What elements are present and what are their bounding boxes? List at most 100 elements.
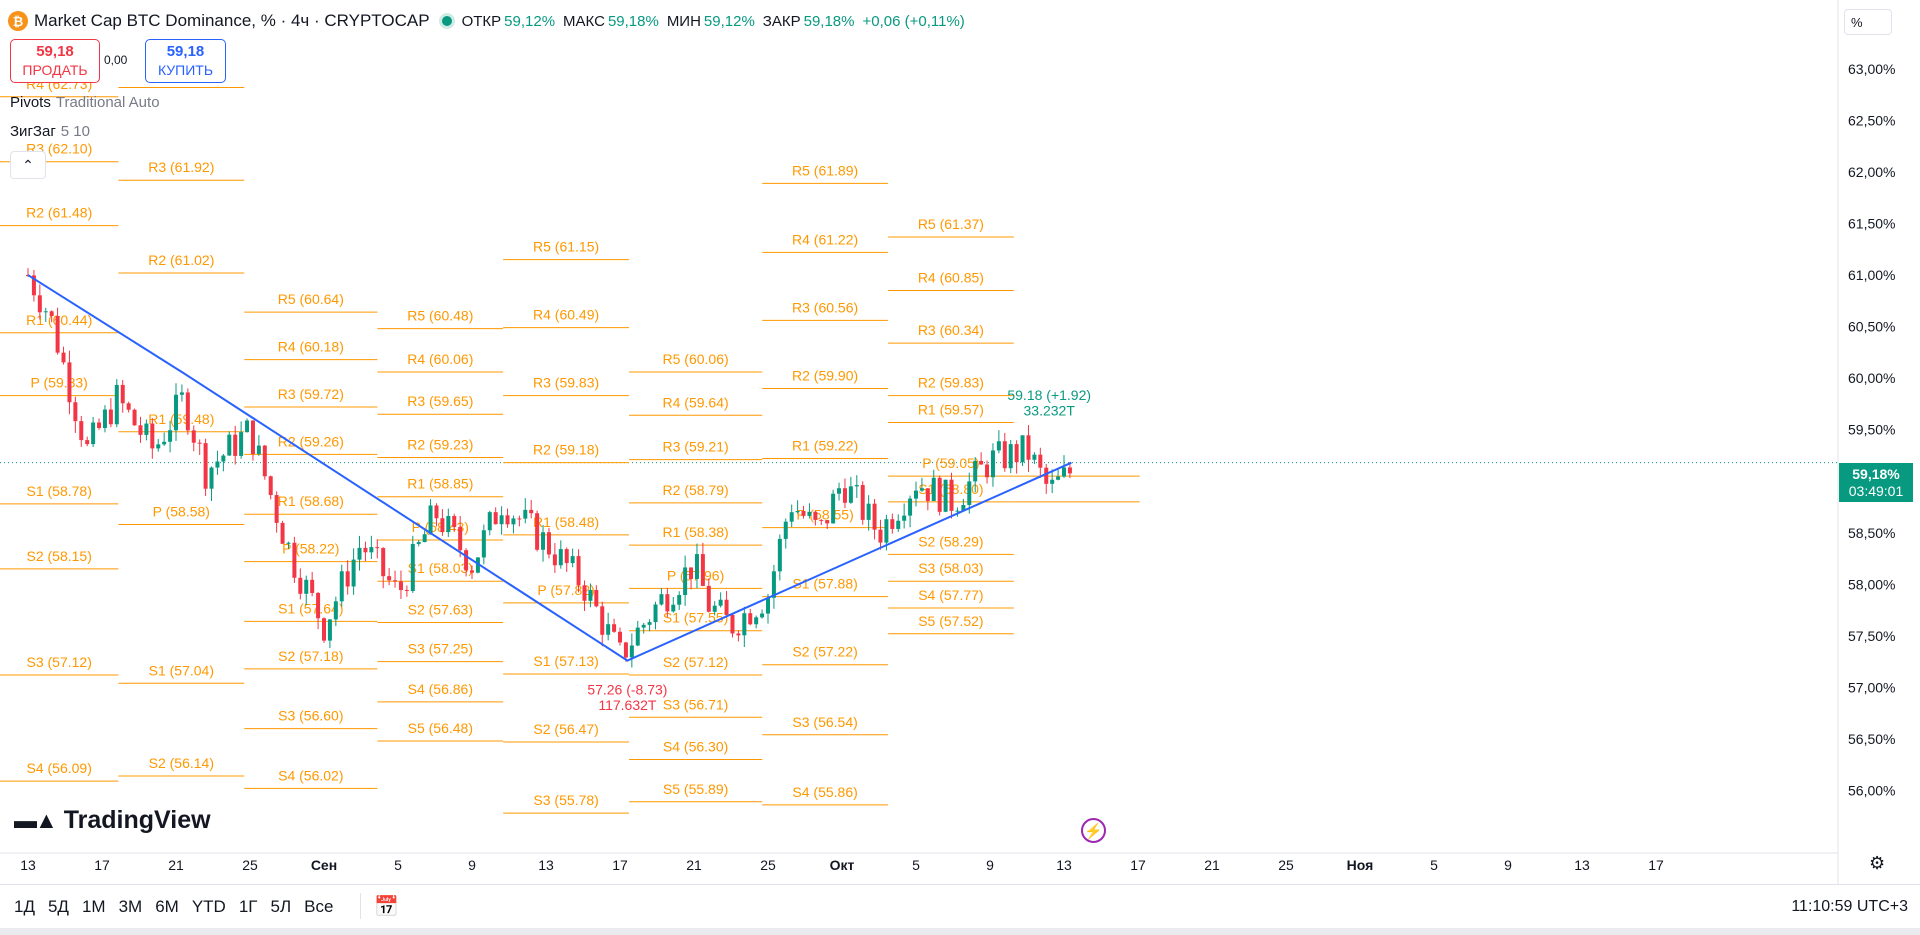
candle-body — [860, 485, 865, 520]
range-all[interactable]: Все — [304, 897, 334, 916]
candle-body — [535, 513, 540, 550]
pivot-level-label: R3 (59.65) — [407, 393, 473, 409]
bar-countdown: 03:49:01 — [1848, 483, 1904, 499]
price-chart[interactable]: 56,00%56,50%57,00%57,50%58,00%58,50%59,0… — [0, 0, 1920, 884]
candle-body — [783, 521, 788, 539]
candle-body — [310, 579, 315, 593]
candle-body — [588, 589, 593, 601]
sell-button[interactable]: 59,18 ПРОДАТЬ — [10, 39, 100, 83]
pivot-level-label: R1 (58.68) — [278, 493, 344, 509]
indicator-zigzag[interactable]: ЗигЗаг 5 10 — [10, 123, 90, 140]
candle-body — [612, 624, 617, 632]
candle-body — [1038, 454, 1043, 468]
pivot-level-label: R2 (59.23) — [407, 437, 473, 453]
scale-mode-button[interactable]: % — [1844, 9, 1892, 35]
candle-body — [967, 481, 972, 505]
candle-body — [43, 311, 48, 313]
candle-body — [1020, 435, 1025, 463]
range-3m[interactable]: 3М — [118, 897, 143, 916]
candle-body — [552, 554, 557, 566]
pivot-level-label: S4 (57.77) — [918, 587, 983, 603]
candle-body — [641, 624, 646, 628]
candle-body — [902, 515, 907, 521]
x-tick-label: 5 — [394, 857, 402, 873]
candle-body — [333, 601, 338, 620]
candle-body — [215, 461, 220, 468]
candle-body — [256, 445, 261, 455]
candle-body — [85, 440, 90, 445]
candle-body — [683, 567, 688, 596]
candle-body — [168, 430, 173, 442]
pivot-level-label: R5 (61.89) — [792, 162, 858, 178]
candle-body — [49, 311, 54, 316]
candle-body — [233, 434, 238, 456]
range-5y[interactable]: 5Л — [270, 897, 292, 916]
pivot-level-label: R2 (59.83) — [918, 375, 984, 391]
candle-body — [304, 579, 309, 594]
candle-body — [842, 488, 847, 503]
pivot-level-label: S4 (56.09) — [27, 760, 92, 776]
clock[interactable]: 11:10:59 UTC+3 — [1791, 898, 1908, 915]
candle-body — [576, 556, 581, 586]
range-1m[interactable]: 1М — [81, 897, 106, 916]
candle-body — [564, 549, 569, 564]
x-tick-label: 9 — [986, 857, 994, 873]
candle-body — [848, 486, 853, 503]
pivot-level-label: P (57.82) — [537, 582, 594, 598]
candle-body — [736, 633, 741, 636]
pivot-level-label: R4 (60.06) — [407, 351, 473, 367]
buy-button[interactable]: 59,18 КУПИТЬ — [145, 39, 226, 83]
candle-body — [327, 619, 332, 641]
candle-body — [375, 547, 380, 549]
candle-body — [606, 624, 611, 635]
pivot-level-label: S5 (57.52) — [918, 613, 983, 629]
candle-body — [191, 430, 196, 443]
range-1d[interactable]: 1Д — [14, 897, 35, 916]
pivot-level-label: P (58.58) — [153, 504, 210, 520]
candle-body — [671, 604, 676, 612]
candle-body — [730, 614, 735, 634]
candle-body — [114, 384, 119, 425]
candle-body — [499, 515, 504, 525]
calendar-icon[interactable]: 📅 — [374, 896, 399, 918]
y-tick-label: 63,00% — [1848, 61, 1895, 77]
pivot-level-label: R4 (60.18) — [278, 339, 344, 355]
candle-body — [1044, 467, 1049, 484]
candle-body — [718, 599, 723, 606]
pivot-level-label: S4 (56.02) — [278, 767, 343, 783]
gear-icon[interactable]: ⚙ — [1869, 853, 1886, 873]
collapse-indicators-button[interactable]: ⌃ — [10, 151, 46, 179]
pivot-level-label: P (59.83) — [31, 375, 88, 391]
candle-body — [1002, 441, 1007, 469]
symbol-title[interactable]: Market Cap BTC Dominance, % · 4ч · CRYPT… — [34, 11, 430, 30]
indicator-pivots[interactable]: Pivots Traditional Auto — [10, 94, 160, 111]
pivot-level-label: S2 (56.47) — [533, 721, 598, 737]
y-tick-label: 58,50% — [1848, 525, 1895, 541]
candle-body — [937, 477, 942, 512]
x-tick-label: 13 — [20, 857, 36, 873]
pivot-level-label: R1 (58.38) — [663, 524, 729, 540]
bottom-toolbar: 1Д 5Д 1М 3М 6М YTD 1Г 5Л Все 📅 11:10:59 … — [0, 884, 1920, 929]
candle-body — [203, 443, 208, 489]
range-5d[interactable]: 5Д — [47, 897, 69, 916]
high-value: 59,18% — [607, 12, 659, 30]
pivot-level-label: R1 (59.57) — [918, 401, 984, 417]
pivot-level-label: R2 (59.18) — [533, 442, 599, 458]
pivot-level-label: S2 (57.22) — [792, 644, 857, 660]
pivot-level-label: R2 (61.02) — [148, 252, 214, 268]
candle-body — [61, 352, 66, 363]
candle-body — [179, 392, 184, 395]
range-1y[interactable]: 1Г — [238, 897, 258, 916]
candle-body — [505, 515, 510, 525]
candle-body — [694, 554, 699, 579]
range-ytd[interactable]: YTD — [191, 897, 226, 916]
candle-body — [955, 510, 960, 512]
lightning-icon[interactable]: ⚡ — [1081, 818, 1106, 843]
range-6m[interactable]: 6М — [155, 897, 179, 916]
tradingview-logo[interactable]: ▬▲ TradingView — [14, 806, 211, 835]
pivot-level-label: R4 (59.64) — [663, 394, 729, 410]
candle-body — [819, 519, 824, 521]
candle-body — [1032, 454, 1037, 460]
x-tick-label: 17 — [94, 857, 110, 873]
x-tick-label: 21 — [1204, 857, 1220, 873]
